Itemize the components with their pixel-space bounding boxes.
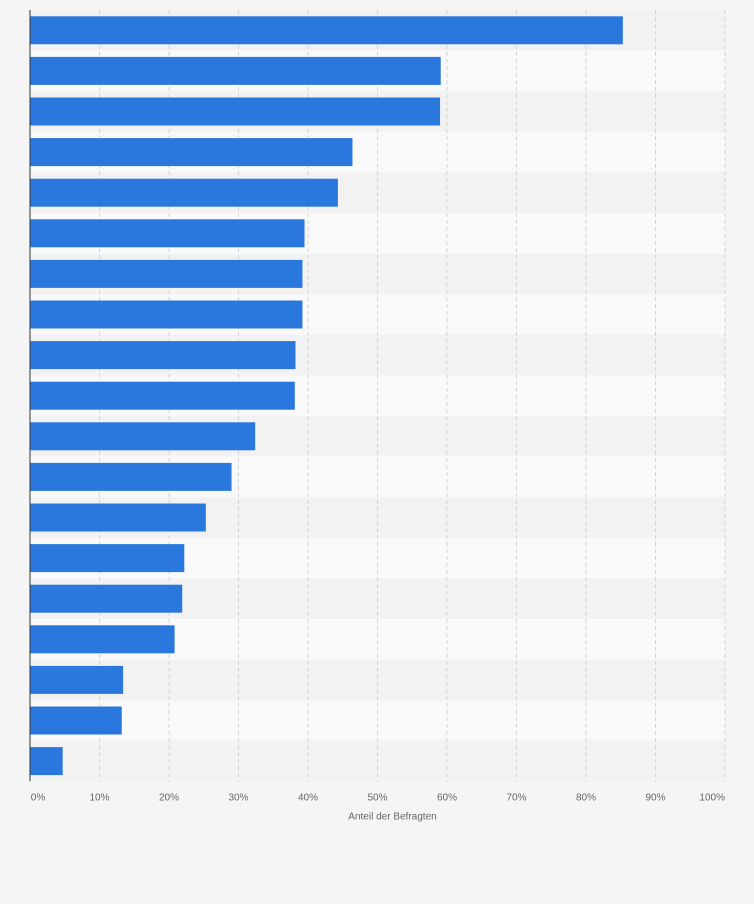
bars bbox=[30, 16, 623, 776]
bar[interactable] bbox=[30, 462, 232, 491]
x-tick-label: 0% bbox=[31, 792, 46, 803]
x-tick-label: 30% bbox=[228, 792, 248, 803]
x-tick-label: 100% bbox=[699, 792, 725, 803]
bar[interactable] bbox=[30, 300, 303, 329]
x-axis-ticks: 0% 10% 20% 30% 40% 50% 60% 70% 80% 90% 100% bbox=[31, 792, 725, 803]
x-tick-label: 50% bbox=[367, 792, 387, 803]
bar[interactable] bbox=[30, 381, 295, 410]
bar[interactable] bbox=[30, 625, 175, 654]
bar[interactable] bbox=[30, 584, 183, 613]
row-band bbox=[30, 659, 725, 701]
x-tick-label: 40% bbox=[298, 792, 318, 803]
bar[interactable] bbox=[30, 665, 124, 694]
bar[interactable] bbox=[30, 259, 303, 288]
bar[interactable] bbox=[30, 422, 256, 451]
bar[interactable] bbox=[30, 503, 206, 532]
bar[interactable] bbox=[30, 747, 63, 776]
bar[interactable] bbox=[30, 219, 305, 248]
bar[interactable] bbox=[30, 97, 441, 126]
x-tick-label: 10% bbox=[89, 792, 109, 803]
x-axis-label: Anteil der Befragten bbox=[348, 811, 436, 822]
bar[interactable] bbox=[30, 138, 353, 167]
x-tick-label: 80% bbox=[576, 792, 596, 803]
x-tick-label: 20% bbox=[159, 792, 179, 803]
x-tick-label: 90% bbox=[645, 792, 665, 803]
bar[interactable] bbox=[30, 544, 185, 573]
bar[interactable] bbox=[30, 341, 296, 370]
bar[interactable] bbox=[30, 178, 338, 207]
x-tick-label: 60% bbox=[437, 792, 457, 803]
bar[interactable] bbox=[30, 706, 122, 735]
x-tick-label: 70% bbox=[506, 792, 526, 803]
bar[interactable] bbox=[30, 56, 441, 85]
bar[interactable] bbox=[30, 16, 623, 45]
